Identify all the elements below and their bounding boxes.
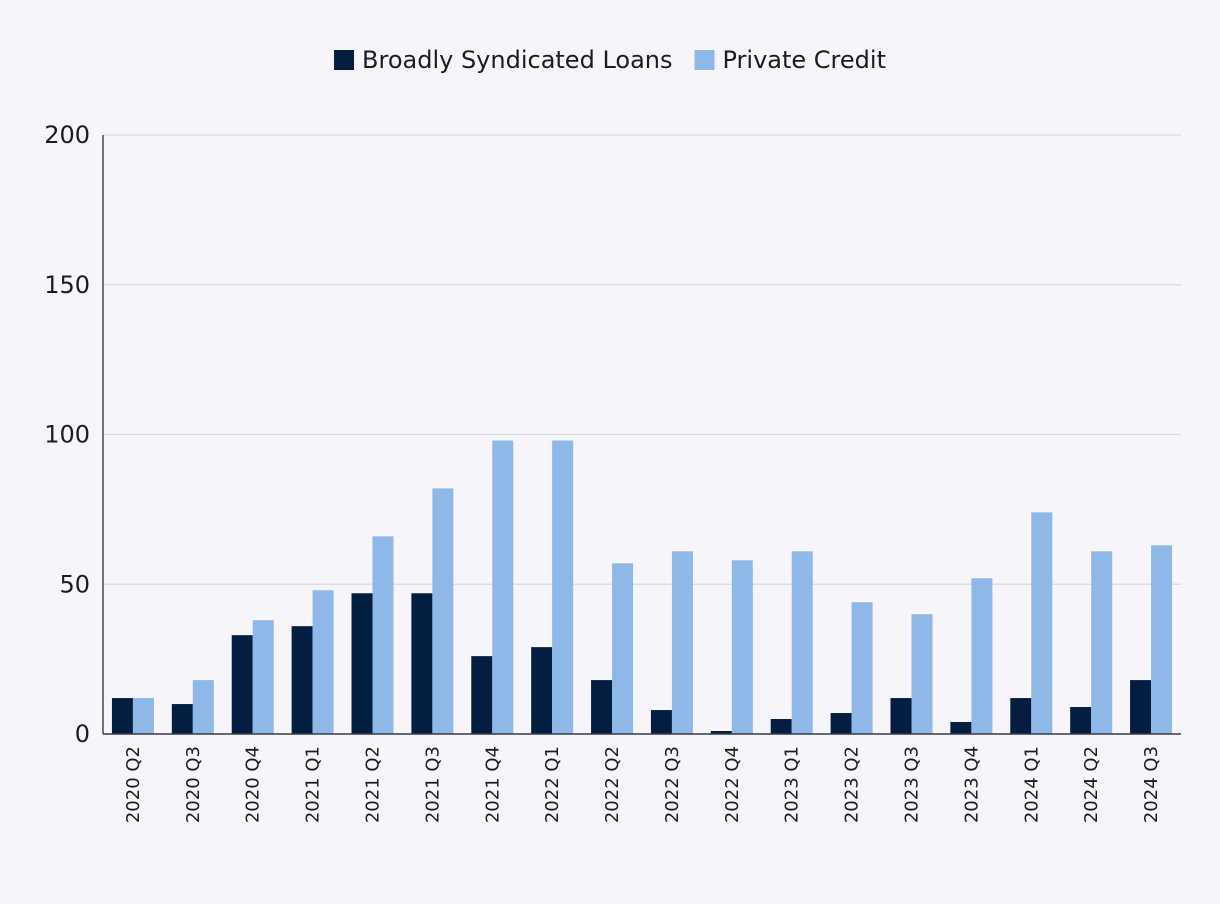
bar-broadly-syndicated-loans — [411, 593, 433, 734]
bar-private-credit — [1091, 551, 1113, 734]
bar-broadly-syndicated-loans — [650, 710, 672, 734]
bar-broadly-syndicated-loans — [591, 680, 613, 734]
x-tick-label: 2024 Q1 — [1021, 746, 1042, 823]
bar-private-credit — [552, 440, 574, 734]
bar-private-credit — [911, 614, 933, 734]
bar-broadly-syndicated-loans — [111, 698, 133, 734]
bar-broadly-syndicated-loans — [710, 731, 732, 734]
axes — [102, 135, 1181, 735]
gridlines — [103, 134, 1181, 585]
bar-broadly-syndicated-loans — [1070, 707, 1092, 734]
bar-broadly-syndicated-loans — [1130, 680, 1152, 734]
bar-private-credit — [252, 620, 274, 734]
legend-swatch — [334, 50, 355, 70]
bar-private-credit — [791, 551, 813, 734]
x-tick-label: 2023 Q4 — [961, 746, 982, 823]
x-tick-label: 2023 Q1 — [782, 746, 803, 823]
bar-private-credit — [192, 680, 214, 734]
bar-private-credit — [1151, 545, 1173, 734]
x-tick-label: 2022 Q3 — [662, 746, 683, 823]
bar-private-credit — [851, 602, 873, 734]
x-tick-label: 2022 Q4 — [722, 746, 743, 823]
bar-broadly-syndicated-loans — [291, 626, 313, 734]
y-tick-label: 0 — [75, 720, 90, 748]
x-tick-label: 2021 Q4 — [482, 746, 503, 823]
x-tick-label: 2023 Q3 — [902, 746, 923, 823]
legend: Broadly Syndicated Loans Private Credit — [334, 46, 886, 74]
bar-broadly-syndicated-loans — [830, 713, 852, 734]
x-tick-label: 2022 Q1 — [542, 746, 563, 823]
bar-broadly-syndicated-loans — [1010, 698, 1032, 734]
bar-private-credit — [731, 560, 753, 734]
bar-broadly-syndicated-loans — [950, 722, 972, 734]
bar-private-credit — [492, 440, 514, 734]
bar-broadly-syndicated-loans — [171, 704, 193, 734]
y-tick-label: 50 — [59, 570, 90, 598]
y-tick-label: 200 — [44, 121, 90, 149]
x-tick-label: 2020 Q4 — [243, 746, 264, 823]
bar-private-credit — [372, 536, 394, 734]
bar-broadly-syndicated-loans — [890, 698, 912, 734]
bar-private-credit — [671, 551, 693, 734]
y-tick-label: 150 — [44, 271, 90, 299]
legend-label: Broadly Syndicated Loans — [362, 46, 672, 74]
x-tick-label: 2024 Q2 — [1081, 746, 1102, 823]
bar-private-credit — [1031, 512, 1053, 734]
x-tick-label: 2020 Q3 — [183, 746, 204, 823]
bar-private-credit — [612, 563, 634, 734]
x-tick-label: 2022 Q2 — [602, 746, 623, 823]
bar-broadly-syndicated-loans — [770, 719, 792, 734]
bar-private-credit — [432, 488, 454, 734]
bar-broadly-syndicated-loans — [351, 593, 373, 734]
bar-broadly-syndicated-loans — [531, 647, 553, 734]
legend-label: Private Credit — [723, 46, 886, 74]
x-tick-label: 2021 Q2 — [363, 746, 384, 823]
x-tick-label: 2021 Q3 — [422, 746, 443, 823]
bar-private-credit — [971, 578, 993, 734]
y-tick-label: 100 — [44, 421, 90, 449]
bar-broadly-syndicated-loans — [231, 635, 253, 734]
bar-private-credit — [132, 698, 154, 734]
x-tick-label: 2024 Q3 — [1141, 746, 1162, 823]
x-tick-label: 2021 Q1 — [303, 746, 324, 823]
x-tick-label: 2020 Q2 — [123, 746, 144, 823]
legend-swatch — [694, 50, 715, 70]
y-axis-ticks: 0 50 100 150 200 — [44, 121, 90, 748]
x-tick-label: 2023 Q2 — [842, 746, 863, 823]
bar-broadly-syndicated-loans — [471, 656, 493, 734]
bar-private-credit — [312, 590, 334, 734]
bars — [111, 440, 1173, 734]
x-axis-ticks: 2020 Q2 2020 Q3 2020 Q4 2021 Q1 2021 Q2 2021 … — [123, 746, 1162, 823]
